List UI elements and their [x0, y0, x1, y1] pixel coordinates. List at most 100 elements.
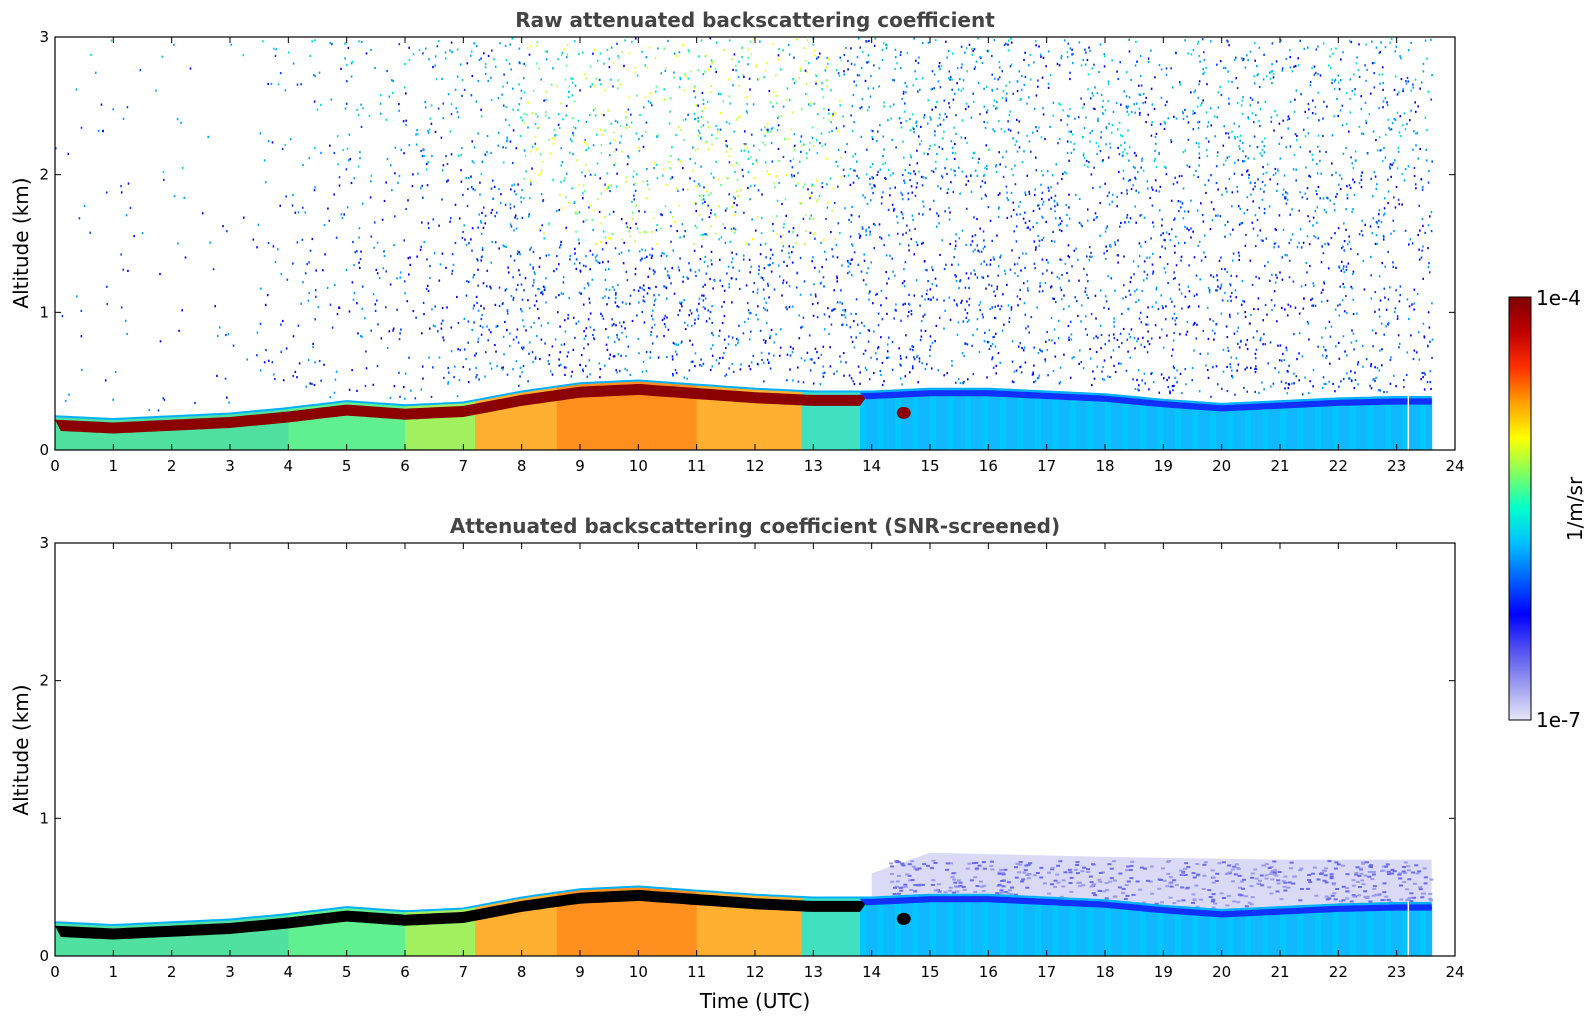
noise-pixel — [587, 282, 589, 285]
noise-pixel — [1233, 161, 1236, 164]
noise-pixel — [1430, 98, 1432, 101]
noise-pixel — [1111, 193, 1114, 196]
noise-pixel — [1357, 253, 1359, 256]
noise-pixel — [1066, 51, 1069, 54]
noise-pixel — [878, 67, 881, 70]
noise-pixel — [965, 243, 967, 246]
noise-pixel — [1047, 186, 1050, 189]
noise-pixel — [506, 136, 508, 139]
noise-pixel — [955, 303, 958, 306]
noise-pixel — [114, 370, 117, 374]
noise-pixel — [259, 369, 262, 372]
noise-pixel — [587, 318, 590, 321]
noise-pixel — [495, 350, 497, 353]
noise-pixel — [1233, 332, 1236, 335]
noise-pixel — [594, 114, 597, 117]
noise-pixel — [519, 273, 521, 276]
noise-pixel — [1166, 262, 1169, 266]
noise-pixel — [480, 259, 482, 262]
noise-pixel — [733, 53, 736, 56]
noise-pixel — [155, 89, 157, 92]
noise-pixel — [1422, 70, 1425, 73]
noise-pixel — [398, 338, 401, 341]
noise-pixel — [1287, 387, 1290, 390]
noise-pixel — [885, 271, 887, 274]
noise-pixel — [575, 212, 578, 215]
noise-pixel — [569, 258, 571, 261]
noise-pixel — [901, 97, 903, 100]
noise-pixel — [460, 180, 463, 183]
noise-pixel — [1080, 304, 1083, 307]
noise-pixel — [493, 58, 495, 61]
noise-pixel — [1387, 321, 1390, 324]
noise-pixel — [953, 299, 956, 302]
noise-pixel — [1175, 52, 1177, 55]
noise-pixel — [1332, 382, 1334, 385]
noise-pixel — [583, 347, 585, 350]
noise-pixel — [544, 342, 546, 345]
noise-pixel — [1342, 152, 1345, 155]
noise-pixel — [596, 162, 599, 165]
noise-pixel — [852, 155, 854, 158]
noise-pixel — [1424, 373, 1426, 376]
noise-pixel — [651, 104, 653, 107]
noise-pixel — [503, 353, 505, 356]
noise-pixel — [1296, 246, 1299, 249]
noise-pixel — [1259, 152, 1262, 155]
noise-pixel — [1224, 223, 1226, 227]
noise-pixel — [734, 170, 736, 174]
noise-pixel — [1051, 174, 1054, 177]
noise-pixel — [447, 382, 449, 385]
noise-pixel — [949, 318, 952, 321]
noise-pixel — [400, 148, 402, 151]
noise-pixel — [1306, 271, 1308, 274]
noise-pixel — [1288, 117, 1291, 120]
noise-pixel — [616, 121, 619, 124]
noise-pixel — [1311, 297, 1314, 300]
noise-pixel — [242, 54, 245, 57]
noise-pixel — [328, 219, 331, 222]
noise-pixel — [523, 325, 525, 328]
noise-pixel — [954, 240, 957, 243]
noise-pixel — [1301, 393, 1304, 396]
noise-pixel — [1048, 189, 1050, 192]
noise-pixel — [1109, 375, 1111, 379]
noise-pixel — [936, 298, 938, 301]
noise-pixel — [869, 177, 871, 180]
noise-pixel — [723, 289, 726, 292]
noise-pixel — [1020, 371, 1023, 374]
noise-pixel — [1019, 366, 1021, 369]
noise-pixel — [735, 253, 738, 256]
noise-pixel — [1026, 102, 1028, 105]
noise-pixel — [374, 66, 376, 70]
noise-pixel — [501, 302, 504, 306]
noise-pixel — [738, 84, 740, 87]
noise-pixel — [1170, 140, 1173, 144]
noise-pixel — [988, 148, 990, 151]
noise-pixel — [682, 188, 684, 191]
noise-pixel — [708, 317, 711, 320]
noise-pixel — [879, 369, 882, 373]
noise-pixel — [714, 67, 717, 70]
noise-pixel — [909, 348, 912, 351]
noise-pixel — [1291, 233, 1294, 236]
noise-pixel — [1184, 210, 1186, 213]
noise-pixel — [421, 221, 423, 224]
noise-pixel — [848, 374, 851, 377]
noise-pixel — [736, 190, 738, 193]
noise-pixel — [1354, 378, 1357, 382]
noise-pixel — [1243, 212, 1246, 215]
noise-pixel — [1032, 372, 1035, 376]
noise-pixel — [1254, 352, 1257, 355]
noise-pixel — [515, 147, 518, 150]
noise-pixel — [1353, 181, 1356, 184]
noise-pixel — [1187, 52, 1189, 55]
noise-pixel — [1329, 362, 1331, 365]
noise-pixel — [758, 265, 760, 268]
noise-pixel — [1393, 310, 1396, 313]
noise-pixel — [978, 250, 980, 253]
noise-pixel — [481, 248, 484, 251]
noise-pixel — [349, 158, 351, 161]
noise-pixel — [1137, 369, 1140, 372]
noise-pixel — [578, 53, 580, 56]
